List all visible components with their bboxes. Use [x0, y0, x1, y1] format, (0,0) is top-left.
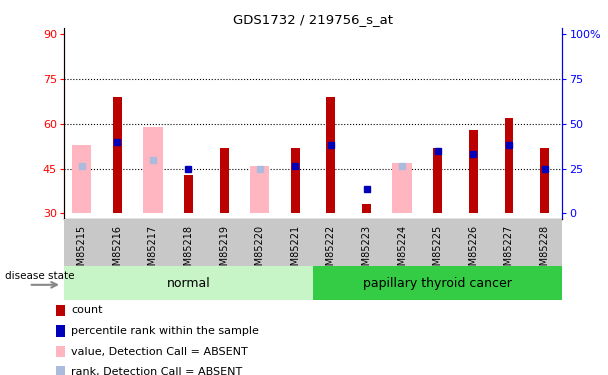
- Bar: [56, 346, 65, 357]
- Text: count: count: [72, 305, 103, 315]
- Text: GSM85219: GSM85219: [219, 225, 229, 278]
- Text: GSM85223: GSM85223: [362, 225, 371, 278]
- Bar: [250, 166, 269, 213]
- Bar: [219, 148, 229, 213]
- Bar: [206, 219, 242, 266]
- Bar: [505, 118, 513, 213]
- Text: GSM85220: GSM85220: [255, 225, 264, 278]
- Text: GSM85227: GSM85227: [504, 225, 514, 278]
- Bar: [277, 219, 313, 266]
- Text: GSM85216: GSM85216: [112, 225, 122, 278]
- Text: value, Detection Call = ABSENT: value, Detection Call = ABSENT: [72, 346, 248, 357]
- Bar: [540, 148, 549, 213]
- Bar: [56, 366, 65, 375]
- Bar: [56, 304, 65, 316]
- Bar: [100, 219, 135, 266]
- Bar: [455, 219, 491, 266]
- Text: papillary thyroid cancer: papillary thyroid cancer: [364, 277, 512, 290]
- Bar: [326, 97, 336, 213]
- Text: disease state: disease state: [5, 271, 75, 281]
- Bar: [184, 174, 193, 213]
- Bar: [434, 148, 442, 213]
- Bar: [113, 97, 122, 213]
- Bar: [491, 219, 527, 266]
- Bar: [527, 219, 562, 266]
- Text: GSM85218: GSM85218: [184, 225, 193, 278]
- Bar: [469, 130, 478, 213]
- Text: normal: normal: [167, 277, 210, 290]
- Bar: [135, 219, 171, 266]
- Bar: [171, 219, 206, 266]
- Bar: [420, 219, 455, 266]
- Text: GSM85228: GSM85228: [539, 225, 550, 278]
- Bar: [64, 266, 313, 300]
- Text: GSM85225: GSM85225: [433, 225, 443, 278]
- Bar: [313, 219, 349, 266]
- Bar: [291, 148, 300, 213]
- Bar: [362, 204, 371, 213]
- Text: GSM85221: GSM85221: [290, 225, 300, 278]
- Bar: [384, 219, 420, 266]
- Bar: [143, 127, 163, 213]
- Text: GSM85224: GSM85224: [397, 225, 407, 278]
- Title: GDS1732 / 219756_s_at: GDS1732 / 219756_s_at: [233, 13, 393, 26]
- Bar: [56, 325, 65, 337]
- Text: GSM85226: GSM85226: [468, 225, 478, 278]
- Bar: [392, 163, 412, 213]
- Bar: [72, 145, 91, 213]
- Bar: [313, 266, 562, 300]
- Text: GSM85222: GSM85222: [326, 225, 336, 278]
- Text: rank, Detection Call = ABSENT: rank, Detection Call = ABSENT: [72, 367, 243, 375]
- Bar: [349, 219, 384, 266]
- Text: percentile rank within the sample: percentile rank within the sample: [72, 326, 260, 336]
- Text: GSM85215: GSM85215: [77, 225, 87, 278]
- Text: GSM85217: GSM85217: [148, 225, 158, 278]
- Bar: [242, 219, 277, 266]
- Bar: [64, 219, 100, 266]
